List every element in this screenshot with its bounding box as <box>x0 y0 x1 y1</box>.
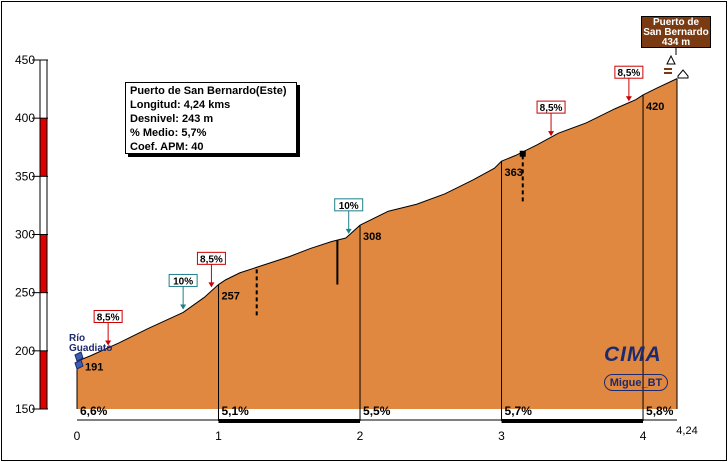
refuge-icon <box>677 69 689 79</box>
summit-sign: Puerto de San Bernardo 434 m <box>641 16 711 48</box>
signpost-icon <box>664 68 672 74</box>
km-altitude-label: 420 <box>646 101 664 113</box>
info-line: Desnivel: 243 m <box>130 113 214 125</box>
x-tick-label: 2 <box>357 429 364 443</box>
y-tick-label: 400 <box>15 111 35 125</box>
profile-outline <box>76 78 678 362</box>
y-tick-label: 300 <box>15 228 35 242</box>
info-line: % Medio: 5,7% <box>130 127 207 139</box>
max-gradient-arrow-head <box>625 96 632 102</box>
max-gradient-arrow-head <box>208 282 215 288</box>
max-gradient-label: 10% <box>173 276 193 287</box>
altitude-scale-segment <box>40 234 47 293</box>
km-altitude-label: 257 <box>222 291 240 303</box>
max-gradient-arrow-head <box>345 228 352 234</box>
y-tick-label: 150 <box>15 402 35 416</box>
summit-altitude: 434 m <box>661 37 691 48</box>
profile-area <box>77 78 677 409</box>
river-label-line1: Río <box>69 333 85 344</box>
y-tick-label: 200 <box>15 344 35 358</box>
max-gradient-label: 10% <box>339 201 359 212</box>
summit-name-line1: Puerto de <box>652 17 700 28</box>
climb-info-box: Puerto de San Bernardo(Este) Longitud: 4… <box>125 82 297 154</box>
x-tick-label: 0 <box>74 429 81 443</box>
segment-gradient-label: 6,6% <box>80 404 108 418</box>
building-icon <box>519 150 526 157</box>
author-badge: Migue_BT <box>604 374 668 391</box>
max-gradient-label: 8,5% <box>617 68 640 79</box>
y-tick-label: 250 <box>15 286 35 300</box>
km-altitude-label: 363 <box>505 167 523 179</box>
x-tick-label: 1 <box>215 429 222 443</box>
max-gradient-label: 8,5% <box>200 254 223 265</box>
segment-gradient-label: 5,7% <box>505 404 533 418</box>
info-line: Longitud: 4,24 kms <box>130 99 231 111</box>
max-gradient-label: 8,5% <box>540 103 563 114</box>
river-icon <box>74 351 84 370</box>
summit-name-line2: San Bernardo <box>643 27 709 38</box>
max-gradient-arrow-head <box>548 131 555 137</box>
river-label-line2: Guadiato <box>69 343 112 354</box>
max-gradient-label: 8,5% <box>97 313 120 324</box>
brand-logo: CIMA <box>604 343 662 366</box>
distance-scale-segment <box>218 419 361 423</box>
altitude-scale-segment <box>40 350 47 409</box>
info-line: Coef. APM: 40 <box>130 141 204 153</box>
max-gradient-arrow-head <box>105 340 112 346</box>
distance-scale-segment <box>501 419 644 423</box>
segment-gradient-label: 5,5% <box>363 404 391 418</box>
start-altitude-label: 191 <box>85 361 103 373</box>
y-tick-label: 450 <box>15 53 35 67</box>
x-tick-label: 4 <box>640 429 647 443</box>
segment-gradient-label: 5,8% <box>646 404 674 418</box>
segment-gradient-label: 5,1% <box>222 404 250 418</box>
km-altitude-label: 308 <box>363 231 381 243</box>
y-tick-label: 350 <box>15 169 35 183</box>
info-line: Puerto de San Bernardo(Este) <box>130 85 287 97</box>
altitude-scale-segment <box>40 118 47 177</box>
x-tick-label: 3 <box>498 429 505 443</box>
max-gradient-arrow-head <box>180 304 187 310</box>
summit-peak-icon <box>666 54 676 65</box>
x-end-label: 4,24 <box>676 425 697 437</box>
